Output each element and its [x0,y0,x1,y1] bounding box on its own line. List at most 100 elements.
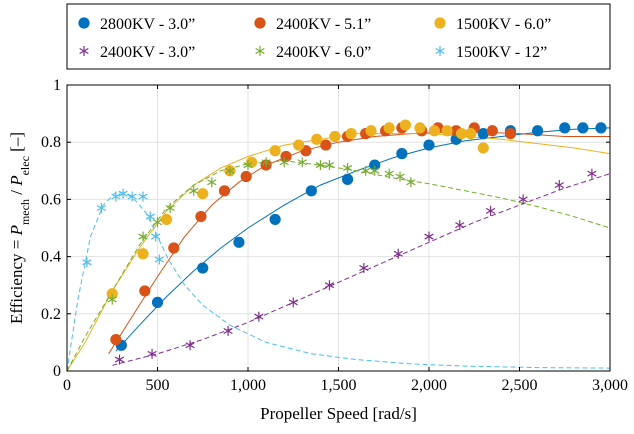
data-point-series-5 [406,177,416,188]
legend-marker-1 [78,17,90,29]
y-axis-label: Efficiency = Pmech / Pelec [–] [7,132,32,324]
y-tick-label: 0.2 [41,306,61,323]
y-label-unit: [–] [7,132,26,156]
data-point-series-2 [139,285,151,297]
data-point-series-3 [399,119,412,131]
data-point-series-2 [504,128,517,140]
data-points [82,119,607,365]
data-point-series-3 [345,128,357,140]
data-point-series-5 [165,202,175,213]
data-point-series-4 [393,248,403,259]
data-point-series-6 [145,211,155,222]
data-point-series-1 [477,128,489,140]
y-tick-label: 0.8 [41,134,61,151]
data-point-series-1 [197,262,209,274]
y-label-den-var: P [7,175,26,186]
data-point-series-3 [197,188,209,200]
data-point-series-1 [559,122,571,134]
data-point-series-4 [288,297,298,308]
data-point-series-5 [384,168,394,179]
data-point-series-5 [189,185,199,196]
x-tick-label: 3,000 [592,377,628,394]
data-point-series-6 [82,257,92,268]
data-point-series-6 [151,231,161,242]
data-point-series-5 [324,160,335,171]
data-point-series-2 [218,185,231,197]
data-point-series-5 [152,217,163,228]
legend-label-6: 1500KV - 12” [456,44,547,61]
data-point-series-5 [315,160,326,171]
legend-marker-4 [79,46,89,56]
data-point-series-3 [137,248,149,260]
y-label-num-var: P [7,225,26,236]
data-point-series-1 [305,185,317,197]
data-point-series-2 [110,333,122,346]
data-point-series-1 [423,139,435,151]
y-tick-label: 0.4 [41,249,61,266]
data-point-series-6 [127,191,137,202]
data-point-series-3 [311,133,323,145]
fit-curve-series-6 [67,191,610,371]
data-point-series-3 [106,288,118,300]
data-point-series-3 [329,130,341,143]
data-point-series-2 [195,210,207,223]
data-point-series-4 [324,280,335,291]
fit-curve-series-1 [115,127,610,352]
data-point-series-2 [280,150,292,163]
legend: 2800KV - 3.0” 2400KV - 5.1” 1500KV - 6.0” 2… [66,3,611,70]
y-tick-label: 0 [53,363,61,380]
y-label-prefix: Efficiency = [7,235,26,324]
legend-label-1: 2800KV - 3.0” [100,16,195,33]
y-label-num-sub: mech [18,199,32,225]
data-point-series-6 [96,202,107,213]
y-tick-label: 1 [53,77,61,94]
data-point-series-5 [243,160,253,171]
grid [66,84,611,372]
legend-label-3: 1500KV - 6.0” [456,16,551,33]
data-point-series-1 [369,159,381,171]
data-point-series-1 [233,236,245,248]
data-point-series-4 [185,340,195,351]
data-point-series-3 [383,122,395,134]
fit-curve-series-4 [112,173,610,366]
x-axis-label: Propeller Speed [rad/s] [260,404,417,423]
y-tick-label: 0.6 [41,191,61,208]
legend-marker-2 [254,17,266,29]
data-point-series-5 [370,165,380,176]
data-point-series-4 [587,168,597,179]
x-tick-label: 1,500 [321,377,357,394]
data-point-series-2 [240,170,252,183]
data-point-series-6 [111,191,121,202]
legend-label-5: 2400KV - 6.0” [276,44,371,61]
legend-marker-6 [435,46,445,56]
data-point-series-1 [595,122,607,134]
data-point-series-4 [424,231,434,242]
data-point-series-3 [160,213,173,226]
x-tick-label: 0 [63,377,71,394]
legend-marker-3 [434,17,446,29]
data-point-series-4 [147,348,157,359]
data-point-series-3 [477,142,489,154]
data-point-series-5 [342,162,353,173]
data-point-series-5 [361,165,371,176]
data-point-series-3 [428,125,441,137]
data-point-series-1 [151,296,164,308]
data-point-series-4 [554,180,564,191]
data-point-series-4 [455,220,465,231]
y-label-slash: / [7,186,26,199]
x-tick-label: 2,000 [411,377,447,394]
data-point-series-3 [441,125,453,137]
data-point-series-3 [455,128,468,140]
legend-box [66,3,611,70]
data-point-series-2 [320,139,332,151]
fit-curve-series-2 [108,131,610,355]
data-point-series-5 [261,157,271,168]
data-point-series-5 [297,157,307,168]
data-point-series-3 [465,128,477,140]
data-point-series-4 [223,325,233,336]
data-point-series-1 [269,213,281,226]
x-tick-label: 500 [146,377,170,394]
x-tick-label: 2,500 [502,377,538,394]
data-point-series-3 [414,122,426,134]
